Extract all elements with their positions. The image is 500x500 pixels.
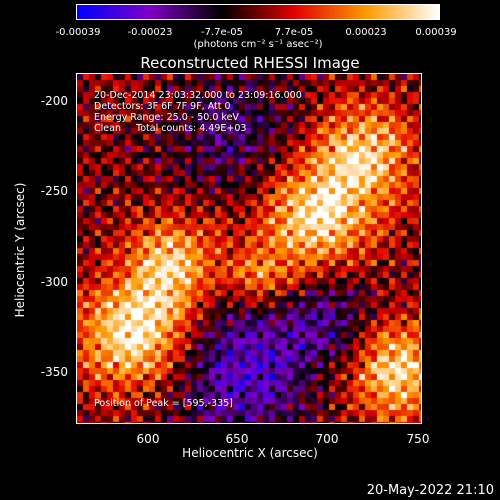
colorbar-tick: -7.7e-05 xyxy=(201,27,243,38)
heatmap-image xyxy=(77,74,421,423)
x-axis-label: Heliocentric X (arcsec) xyxy=(182,446,318,460)
annotation-detectors: Detectors: 3F 6F 7F 9F, Att 0 xyxy=(94,101,231,112)
colorbar-units: (photons cm⁻² s⁻¹ asec⁻²) xyxy=(193,39,323,50)
colorbar-tick: -0.00023 xyxy=(127,27,173,38)
footer-datestamp: 20-May-2022 21:10 xyxy=(366,483,494,498)
chart-title: Reconstructed RHESSI Image xyxy=(140,54,360,72)
annotation-time-range: 20-Dec-2014 23:03:32.000 to 23:09:16.000 xyxy=(94,90,302,101)
colorbar-tick: 0.00039 xyxy=(415,27,457,38)
x-tick-label: 700 xyxy=(315,432,339,446)
annotation-peak-position: Position of Peak = [595,-335] xyxy=(94,398,233,409)
colorbar-tick: 7.7e-05 xyxy=(274,27,314,38)
y-tick-label: -350 xyxy=(40,365,68,379)
y-tick-label: -300 xyxy=(40,275,68,289)
colorbar-gradient xyxy=(77,5,439,19)
annotation-total-counts: Clean Total counts: 4.49E+03 xyxy=(94,123,247,134)
colorbar xyxy=(76,4,440,20)
y-tick-label: -250 xyxy=(40,184,68,198)
y-tick-label: -200 xyxy=(40,94,68,108)
x-tick-label: 600 xyxy=(136,432,160,446)
colorbar-tick: -0.00039 xyxy=(55,27,101,38)
plot-area: 20-Dec-2014 23:03:32.000 to 23:09:16.000… xyxy=(76,73,422,424)
y-axis-label: Heliocentric Y (arcsec) xyxy=(13,182,27,318)
x-tick-label: 750 xyxy=(406,432,430,446)
annotation-energy-range: Energy Range: 25.0 - 50.0 keV xyxy=(94,112,239,123)
colorbar-tick: 0.00023 xyxy=(345,27,387,38)
x-tick-label: 650 xyxy=(225,432,249,446)
